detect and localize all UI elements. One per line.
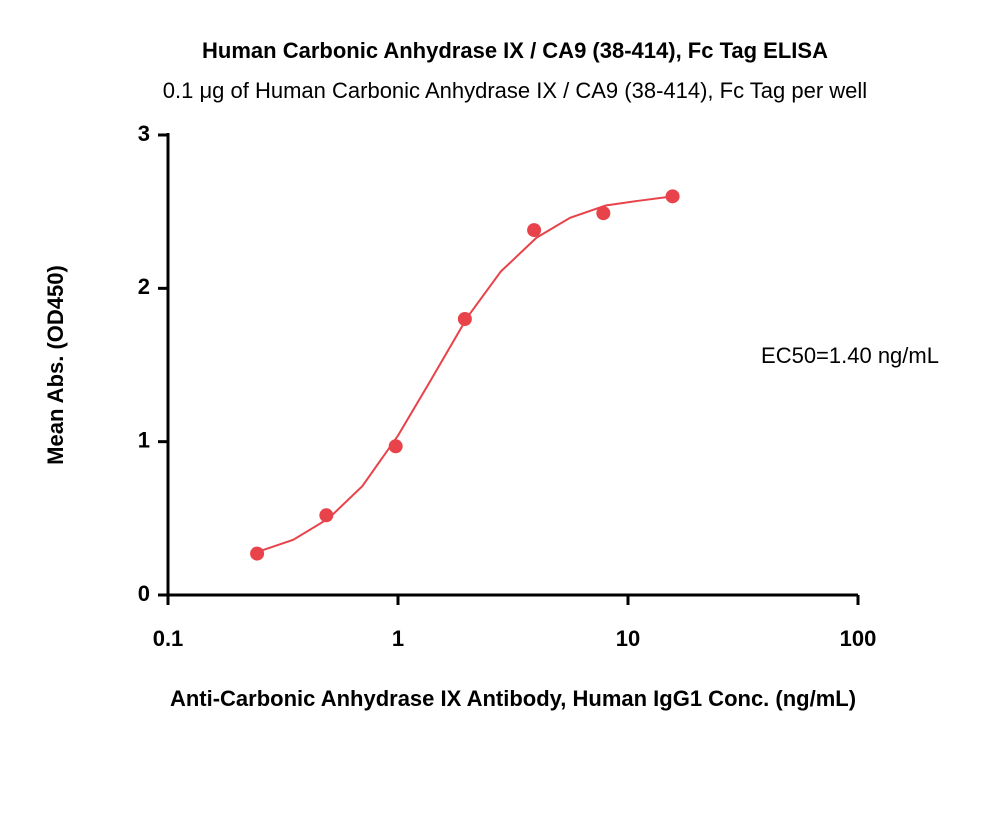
x-tick-label: 1: [392, 626, 404, 651]
data-point: [527, 223, 542, 238]
y-tick-label: 0: [138, 581, 150, 606]
y-tick-label: 1: [138, 427, 150, 452]
data-point: [596, 206, 611, 221]
y-tick-label: 3: [138, 121, 150, 146]
chart-subtitle: 0.1 μg of Human Carbonic Anhydrase IX / …: [163, 78, 867, 103]
data-point: [388, 439, 403, 454]
y-axis-title: Mean Abs. (OD450): [43, 265, 68, 465]
data-point: [457, 312, 472, 326]
chart-title: Human Carbonic Anhydrase IX / CA9 (38-41…: [202, 38, 828, 63]
x-tick-label: 10: [616, 626, 640, 651]
x-tick-label: 100: [840, 626, 877, 651]
annotation: EC50=1.40 ng/mL: [761, 343, 939, 368]
data-point: [319, 508, 334, 523]
data-point: [665, 189, 680, 204]
x-axis-title: Anti-Carbonic Anhydrase IX Antibody, Hum…: [170, 686, 856, 711]
x-tick-label: 0.1: [153, 626, 184, 651]
y-tick-label: 2: [138, 274, 150, 299]
fit-curve: [256, 195, 673, 554]
data-point: [250, 546, 265, 561]
